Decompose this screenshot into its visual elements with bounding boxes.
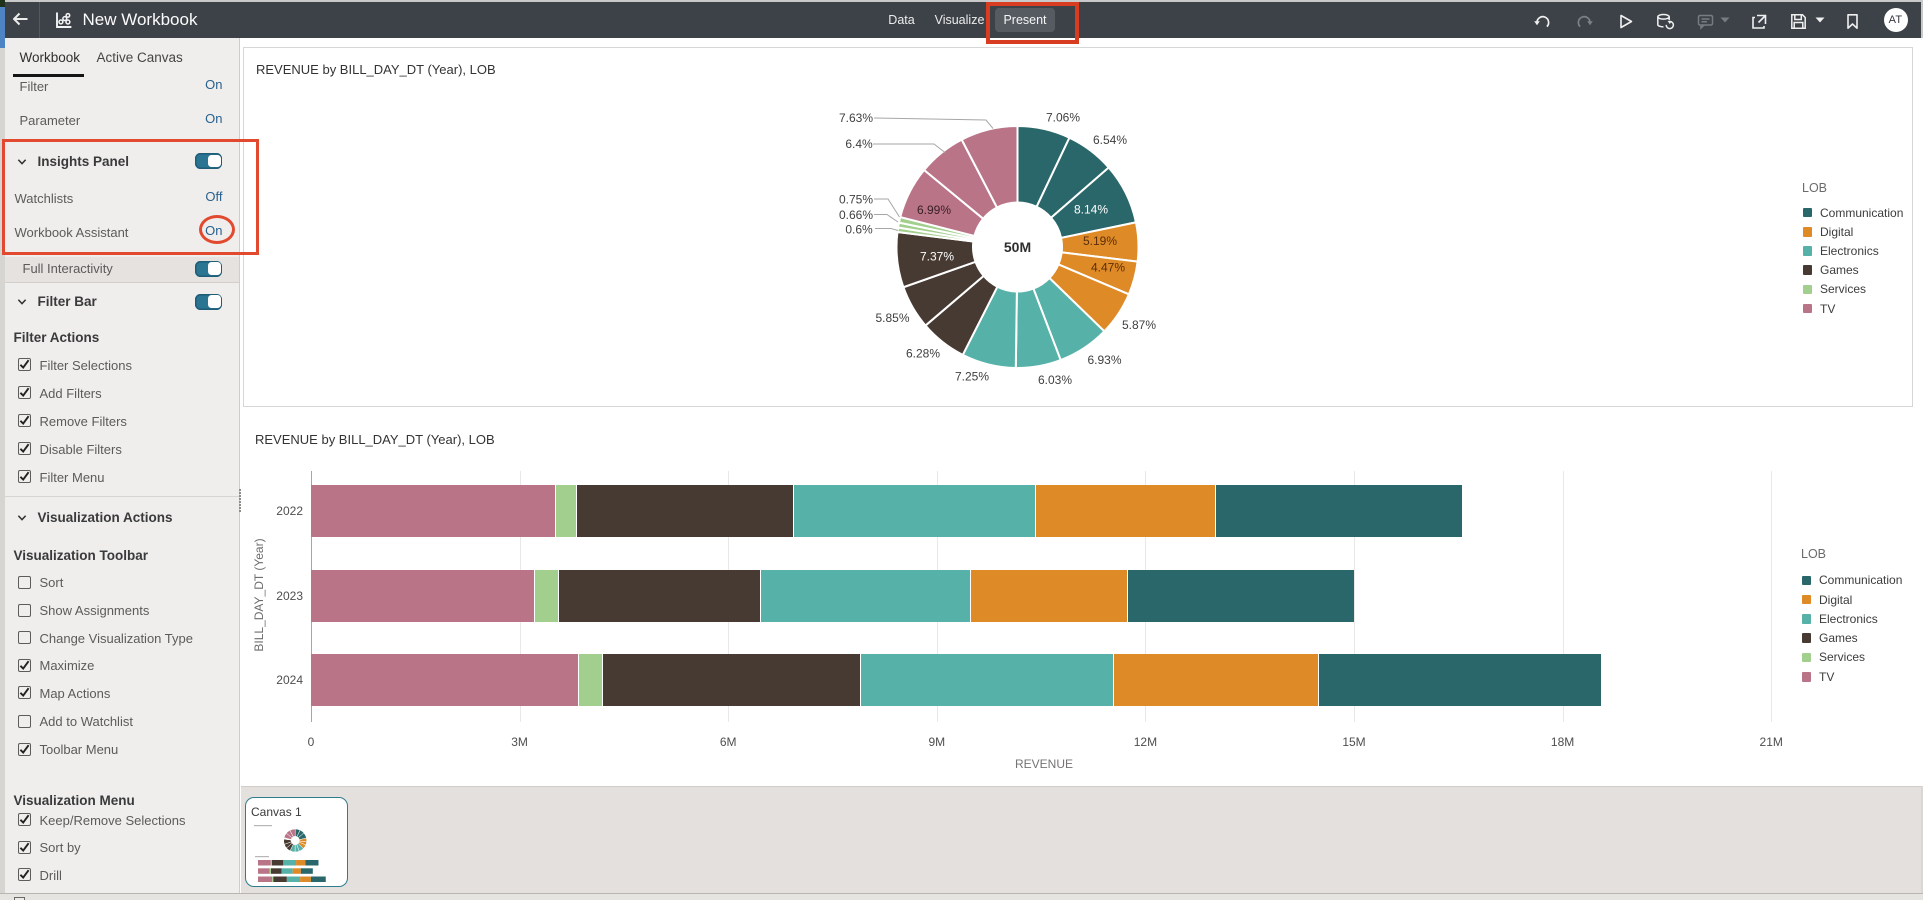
svg-text:6.99%: 6.99% [917,203,951,217]
svg-text:6.93%: 6.93% [1087,353,1121,367]
svg-text:6.4%: 6.4% [845,137,873,151]
svg-text:5.87%: 5.87% [1122,318,1156,332]
svg-text:6.28%: 6.28% [906,347,940,361]
svg-text:5.85%: 5.85% [875,311,909,325]
svg-text:0.66%: 0.66% [839,208,873,222]
svg-text:7.37%: 7.37% [920,250,954,264]
svg-text:0.75%: 0.75% [839,193,873,207]
svg-text:7.06%: 7.06% [1046,111,1080,125]
svg-text:0.6%: 0.6% [845,223,873,237]
svg-text:6.54%: 6.54% [1093,133,1127,147]
svg-text:7.25%: 7.25% [955,370,989,384]
svg-text:50M: 50M [1004,239,1031,255]
svg-text:7.63%: 7.63% [839,111,873,125]
svg-text:5.19%: 5.19% [1083,234,1117,248]
svg-text:6.03%: 6.03% [1038,373,1072,387]
svg-text:8.14%: 8.14% [1074,203,1108,217]
svg-text:4.47%: 4.47% [1091,261,1125,275]
